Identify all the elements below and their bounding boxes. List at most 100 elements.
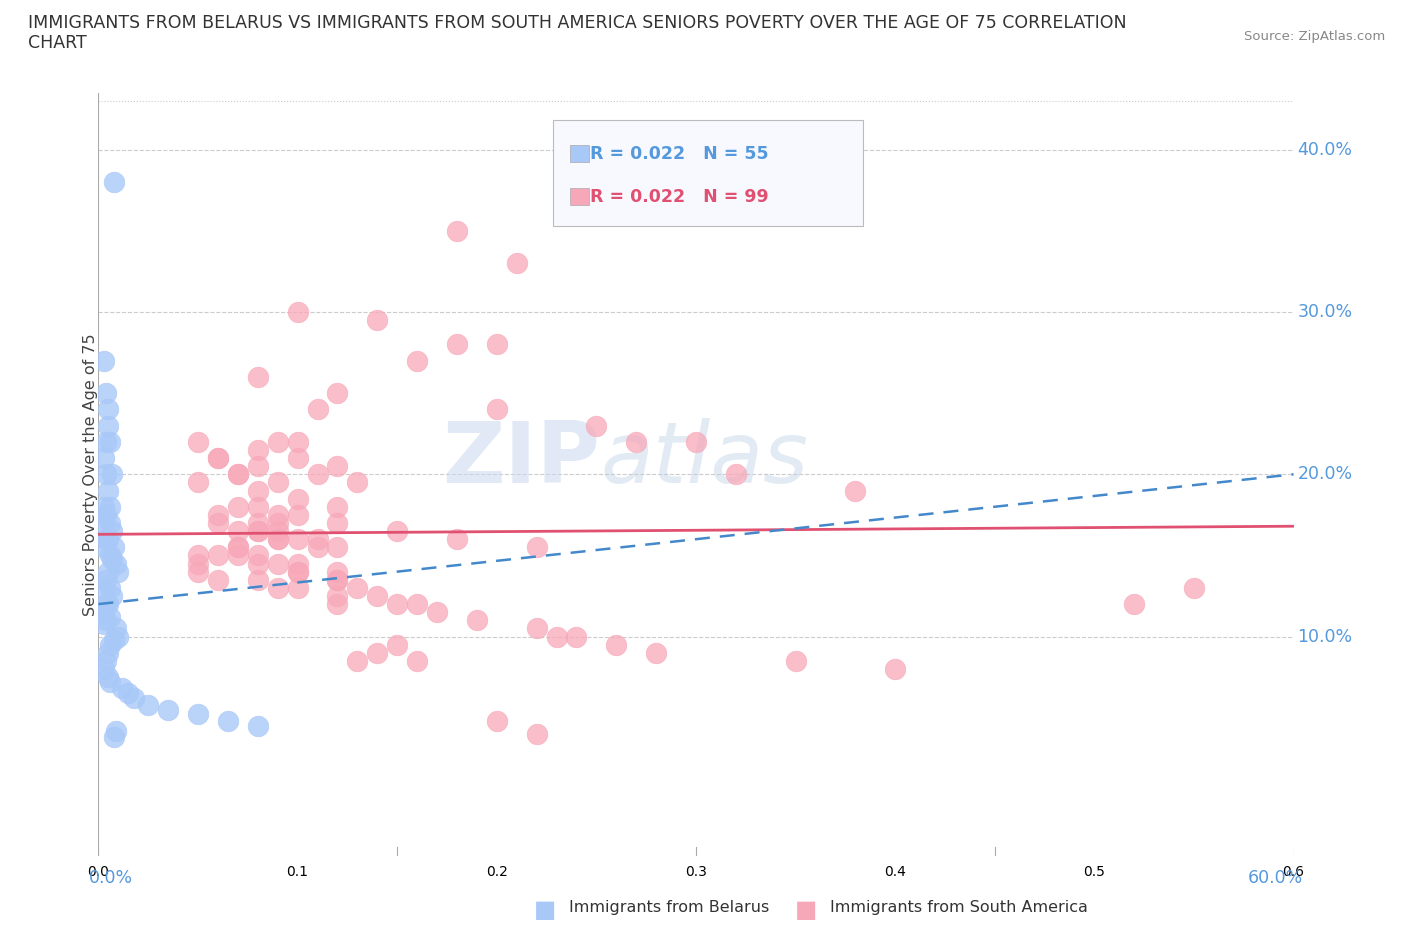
- Point: [157, 702, 180, 717]
- Text: 40.0%: 40.0%: [1298, 140, 1353, 159]
- Point: [326, 540, 349, 555]
- Point: [97, 565, 120, 579]
- Point: [98, 548, 122, 563]
- Point: [93, 540, 115, 555]
- Y-axis label: Seniors Poverty Over the Age of 75: Seniors Poverty Over the Age of 75: [83, 333, 97, 616]
- Point: [267, 475, 290, 490]
- Point: [346, 475, 368, 490]
- Point: [287, 451, 309, 466]
- Point: [101, 589, 124, 604]
- Text: atlas: atlas: [600, 418, 808, 500]
- Point: [98, 610, 122, 625]
- Point: [366, 589, 388, 604]
- Point: [246, 499, 269, 514]
- Point: [136, 698, 159, 712]
- Point: [366, 645, 388, 660]
- Point: [326, 572, 349, 587]
- Point: [326, 589, 349, 604]
- Point: [565, 629, 588, 644]
- Point: [111, 681, 134, 696]
- Point: [96, 386, 118, 401]
- Point: [97, 597, 120, 612]
- Point: [326, 565, 349, 579]
- Point: [267, 524, 290, 538]
- Point: [426, 604, 449, 619]
- Point: [267, 556, 290, 571]
- Point: [96, 597, 118, 612]
- Point: [465, 613, 488, 628]
- Point: [626, 434, 648, 449]
- Point: [485, 337, 508, 352]
- FancyBboxPatch shape: [571, 145, 589, 162]
- Point: [187, 565, 209, 579]
- Point: [207, 548, 229, 563]
- Point: [485, 713, 508, 728]
- Point: [267, 532, 290, 547]
- Point: [105, 621, 128, 636]
- Text: 60.0%: 60.0%: [1249, 869, 1303, 886]
- Point: [287, 565, 309, 579]
- FancyBboxPatch shape: [571, 188, 589, 205]
- Point: [1182, 580, 1205, 595]
- Text: 10.0%: 10.0%: [1298, 628, 1353, 645]
- Point: [107, 565, 129, 579]
- Point: [93, 661, 115, 676]
- Point: [97, 670, 120, 684]
- Point: [267, 580, 290, 595]
- Point: [267, 434, 290, 449]
- Point: [307, 532, 329, 547]
- Point: [605, 637, 627, 652]
- Point: [446, 337, 468, 352]
- Point: [385, 637, 409, 652]
- Point: [97, 483, 120, 498]
- Point: [97, 645, 120, 660]
- Point: [96, 654, 118, 669]
- Point: [326, 572, 349, 587]
- Point: [93, 451, 115, 466]
- Point: [96, 508, 118, 523]
- Point: [287, 532, 309, 547]
- Point: [246, 458, 269, 473]
- Point: [246, 524, 269, 538]
- Point: [585, 418, 607, 433]
- Text: Immigrants from South America: Immigrants from South America: [830, 900, 1087, 915]
- Point: [226, 467, 249, 482]
- Point: [98, 580, 122, 595]
- Point: [101, 524, 124, 538]
- Point: [96, 467, 118, 482]
- Point: [485, 402, 508, 417]
- Point: [93, 604, 115, 619]
- Text: R = 0.022   N = 99: R = 0.022 N = 99: [591, 188, 769, 206]
- Point: [246, 548, 269, 563]
- Point: [326, 499, 349, 514]
- Point: [226, 540, 249, 555]
- Point: [246, 483, 269, 498]
- FancyBboxPatch shape: [553, 120, 863, 227]
- Point: [506, 256, 529, 271]
- Text: R = 0.022   N = 55: R = 0.022 N = 55: [591, 145, 769, 163]
- Point: [307, 402, 329, 417]
- Point: [406, 654, 429, 669]
- Point: [526, 540, 548, 555]
- Point: [1123, 597, 1146, 612]
- Point: [267, 508, 290, 523]
- Point: [207, 572, 229, 587]
- Point: [103, 540, 125, 555]
- Point: [366, 312, 388, 327]
- Point: [226, 548, 249, 563]
- Point: [124, 691, 146, 706]
- Point: [98, 434, 122, 449]
- Text: ■: ■: [794, 897, 817, 922]
- Point: [226, 524, 249, 538]
- Point: [96, 572, 118, 587]
- Text: Immigrants from Belarus: Immigrants from Belarus: [569, 900, 769, 915]
- Point: [103, 175, 125, 190]
- Point: [844, 483, 866, 498]
- Text: Source: ZipAtlas.com: Source: ZipAtlas.com: [1244, 30, 1385, 43]
- Point: [326, 386, 349, 401]
- Point: [526, 621, 548, 636]
- Point: [246, 443, 269, 458]
- Point: [287, 556, 309, 571]
- Point: [645, 645, 668, 660]
- Point: [207, 451, 229, 466]
